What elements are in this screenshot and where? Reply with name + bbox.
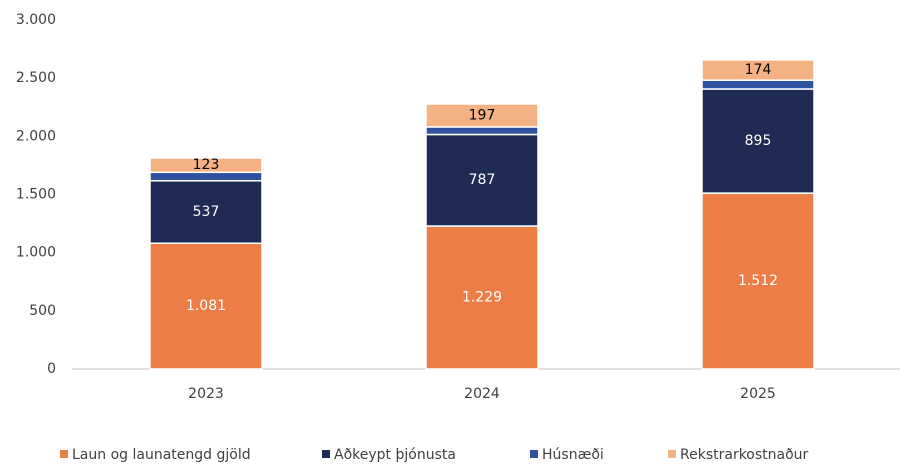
data-label: 197 [469, 107, 496, 123]
y-tick-label: 0 [47, 361, 56, 377]
legend-swatch [530, 450, 538, 458]
data-label: 787 [469, 172, 496, 188]
y-tick-label: 3.000 [16, 12, 56, 28]
legend-label: Aðkeypt þjónusta [334, 447, 456, 463]
bar-segment [701, 192, 815, 370]
data-label: 1.229 [462, 290, 502, 306]
legend-swatch [668, 450, 676, 458]
data-label: 537 [193, 204, 220, 220]
bar-segment [425, 103, 539, 128]
legend-swatch [60, 450, 68, 458]
data-label: 895 [745, 133, 772, 149]
bar-segment [425, 225, 539, 370]
bar-segment [149, 180, 263, 244]
data-label: 1.512 [738, 273, 778, 289]
bar-segment [149, 157, 263, 174]
legend-label: Húsnæði [542, 447, 604, 463]
data-label: 174 [745, 62, 772, 78]
y-tick-label: 500 [29, 303, 56, 319]
x-tick-label: 2024 [464, 386, 500, 402]
x-tick-label: 2023 [188, 386, 224, 402]
legend-label: Rekstrarkostnaður [680, 447, 809, 463]
bar-segment [701, 79, 815, 90]
y-tick-label: 2.500 [16, 70, 56, 86]
bar-segment [149, 242, 263, 370]
y-tick-label: 1.500 [16, 187, 56, 203]
bar-segment [425, 126, 539, 136]
bar-segment [701, 88, 815, 194]
data-label: 1.081 [186, 298, 226, 314]
data-label: 123 [193, 157, 220, 173]
legend-label: Laun og launatengd gjöld [72, 447, 251, 463]
y-tick-label: 2.000 [16, 128, 56, 144]
bar-segment [701, 59, 815, 81]
x-tick-label: 2025 [740, 386, 776, 402]
y-tick-label: 1.000 [16, 245, 56, 261]
bar-segment [149, 171, 263, 182]
bar-segment [425, 133, 539, 227]
legend-swatch [322, 450, 330, 458]
